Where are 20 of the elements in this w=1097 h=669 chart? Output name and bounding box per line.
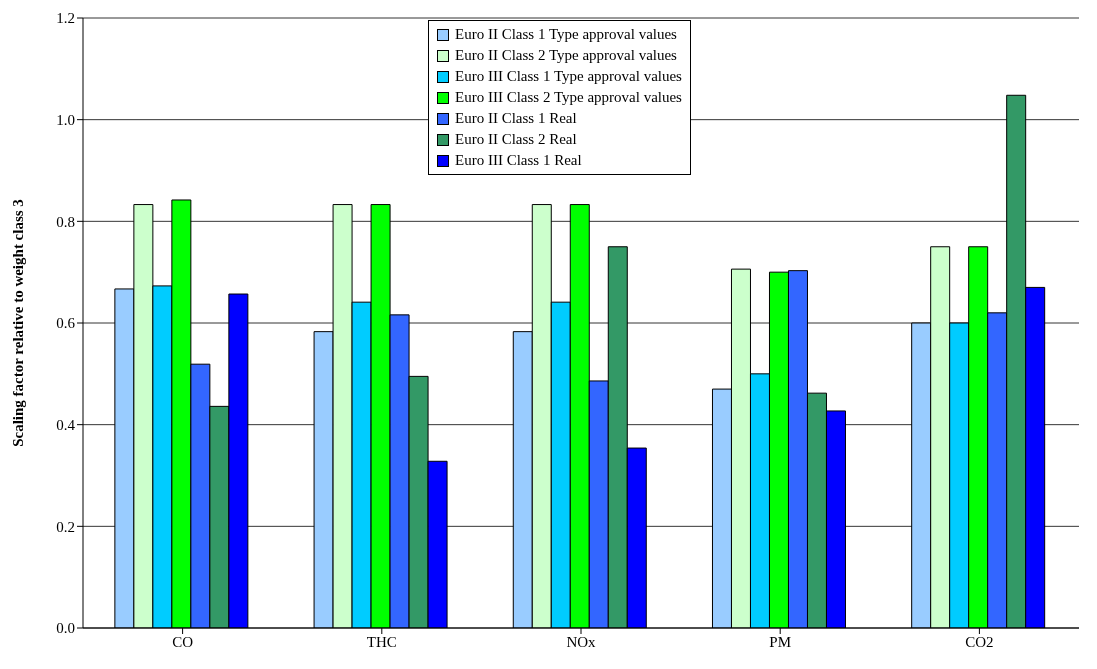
x-tick-label: PM (769, 633, 792, 650)
y-tick-label: 0.0 (56, 620, 75, 637)
y-tick-label: 1.0 (56, 111, 75, 128)
y-tick-label: 0.6 (56, 315, 76, 332)
y-tick-label: 0.8 (56, 213, 75, 230)
y-axis-title: Scaling factor relative to weight class 3 (10, 199, 27, 447)
legend-label: Euro II Class 2 Real (455, 131, 577, 148)
x-tick-label: THC (366, 633, 397, 650)
legend-label: Euro III Class 1 Real (455, 152, 582, 169)
y-tick-label: 0.4 (56, 416, 76, 433)
legend-label: Euro III Class 2 Type approval values (455, 89, 682, 106)
y-tick-label: 0.2 (56, 518, 75, 535)
legend-label: Euro III Class 1 Type approval values (455, 68, 682, 85)
legend-label: Euro II Class 1 Real (455, 110, 577, 127)
legend-label: Euro II Class 1 Type approval values (455, 26, 677, 43)
x-tick-label: CO2 (965, 633, 994, 650)
y-tick-label: 1.2 (56, 10, 75, 27)
x-tick-label: NOx (566, 633, 597, 650)
legend-label: Euro II Class 2 Type approval values (455, 47, 677, 64)
x-tick-label: CO (172, 633, 194, 650)
